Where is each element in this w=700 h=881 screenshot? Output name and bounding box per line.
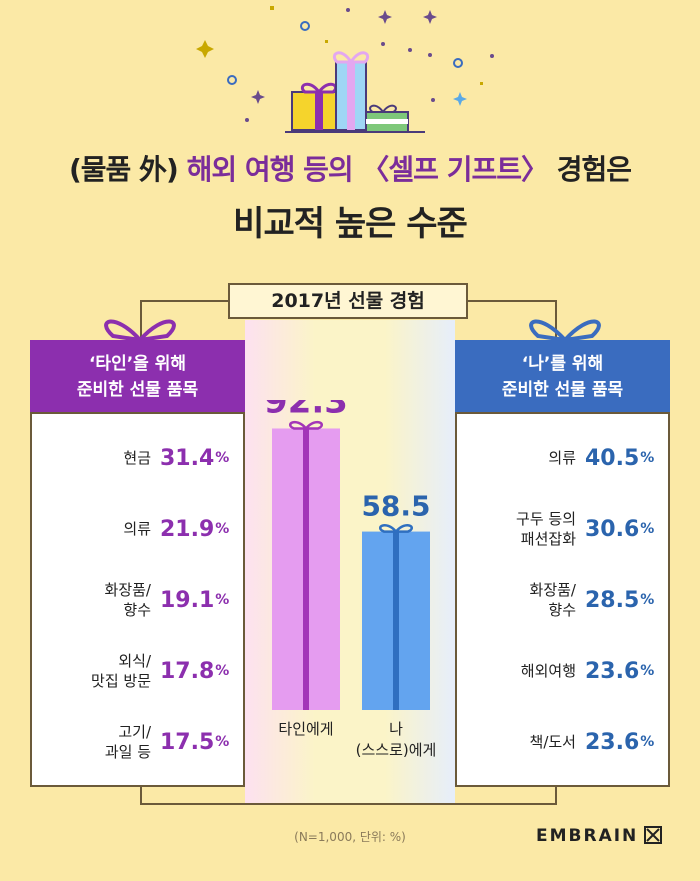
- gift-item-label: 화장품/ 향수: [529, 581, 576, 619]
- bar-value-label: 92.3: [264, 400, 348, 421]
- gift-item-label: 현금: [123, 449, 151, 467]
- gift-item-row: 구두 등의 패션잡화 30.6%: [457, 499, 668, 559]
- gift-item-value: 31.4%: [160, 445, 230, 471]
- gift-item-label: 고기/ 과일 등: [104, 723, 151, 761]
- gift-item-row: 고기/ 과일 등 17.5%: [32, 712, 243, 772]
- footnote: (N=1,000, 단위: %): [294, 830, 406, 844]
- bow-icon: [289, 420, 323, 430]
- headline-suffix: 경험은: [556, 153, 632, 186]
- bar-2: 58.5 나 (스스로)에게: [356, 490, 437, 759]
- ribbon-bow-icon: [529, 319, 601, 343]
- headline-prefix: (물품 外): [68, 153, 187, 186]
- panel-header-self: ‘나’를 위해 준비한 선물 품목: [455, 340, 670, 414]
- bar-value-label: 58.5: [361, 490, 430, 523]
- gift-item-value: 21.9%: [160, 516, 230, 542]
- gift-item-value: 28.5%: [585, 587, 655, 613]
- gift-item-row: 해외여행 23.6%: [457, 641, 668, 701]
- panel-header-others: ‘타인’을 위해 준비한 선물 품목: [30, 340, 245, 414]
- gift-item-row: 화장품/ 향수 28.5%: [457, 570, 668, 630]
- panel-header-self-label: ‘나’를 위해 준비한 선물 품목: [501, 354, 624, 400]
- gift-item-value: 30.6%: [585, 516, 655, 542]
- bar-1: 92.3 타인에게: [264, 400, 348, 738]
- gift-item-row: 책/도서 23.6%: [457, 712, 668, 772]
- bar-chart: 92.3 타인에게 58.5 나 (스스로)에게: [264, 400, 437, 759]
- bar-category-label: 타인에게: [278, 720, 333, 738]
- ribbon-bow-icon: [104, 319, 176, 343]
- brand-logo: EMBRAIN: [536, 826, 663, 846]
- gift-item-label: 화장품/ 향수: [104, 581, 151, 619]
- confetti-icon: [270, 6, 483, 85]
- headline-line2: 비교적 높은 수준: [233, 204, 468, 244]
- chart-title: 2017년 선물 경험: [228, 283, 468, 319]
- gift-item-label: 책/도서: [529, 733, 576, 751]
- gift-item-label: 구두 등의 패션잡화: [516, 510, 576, 548]
- bar-ribbon: [393, 531, 399, 710]
- gift-item-value: 17.8%: [160, 658, 230, 684]
- brand-name: EMBRAIN: [536, 826, 639, 846]
- gift-item-row: 현금 31.4%: [32, 428, 243, 488]
- sparkle-icon: [251, 10, 437, 104]
- bow-icon: [379, 524, 413, 533]
- gift-item-row: 외식/ 맛집 방문 17.8%: [32, 641, 243, 701]
- brand-mark-icon: [644, 826, 663, 844]
- bar-category-label: (스스로)에게: [356, 741, 437, 759]
- panel-header-others-label: ‘타인’을 위해 준비한 선물 품목: [76, 354, 199, 400]
- gift-item-row: 화장품/ 향수 19.1%: [32, 570, 243, 630]
- gift-item-label: 의류: [548, 449, 576, 467]
- sparkle-icon: [196, 40, 214, 58]
- gift-item-value: 17.5%: [160, 729, 230, 755]
- gift-item-label: 외식/ 맛집 방문: [91, 652, 151, 690]
- headline-highlight: 해외 여행 등의: [186, 153, 354, 186]
- gift-item-row: 의류 40.5%: [457, 428, 668, 488]
- gift-item-value: 19.1%: [160, 587, 230, 613]
- panel-self-gifts: 의류 40.5% 구두 등의 패션잡화 30.6% 화장품/ 향수 28.5% 해외여행 23…: [455, 412, 670, 787]
- gift-item-label: 의류: [123, 520, 151, 538]
- headline-self-gift: 〈셀프 기프트〉: [352, 153, 557, 186]
- gift-item-value: 40.5%: [585, 445, 655, 471]
- bar-ribbon: [303, 428, 309, 710]
- gift-item-row: 의류 21.9%: [32, 499, 243, 559]
- gift-illustration: [196, 6, 494, 133]
- headline-line1: (물품 外) 해외 여행 등의 〈셀프 기프트〉 경험은: [0, 148, 700, 188]
- gift-item-value: 23.6%: [585, 729, 655, 755]
- panel-others-gifts: 현금 31.4% 의류 21.9% 화장품/ 향수 19.1% 외식/ 맛집 방문 17.8%…: [30, 412, 245, 787]
- confetti-icon: [245, 8, 494, 122]
- bar-category-label: 나: [389, 720, 403, 738]
- gift-item-value: 23.6%: [585, 658, 655, 684]
- gift-box-icon: [332, 51, 370, 131]
- gift-item-label: 해외여행: [520, 662, 576, 680]
- sparkle-icon: [453, 92, 467, 106]
- gift-box-icon: [365, 104, 409, 133]
- confetti-icon: [227, 21, 463, 85]
